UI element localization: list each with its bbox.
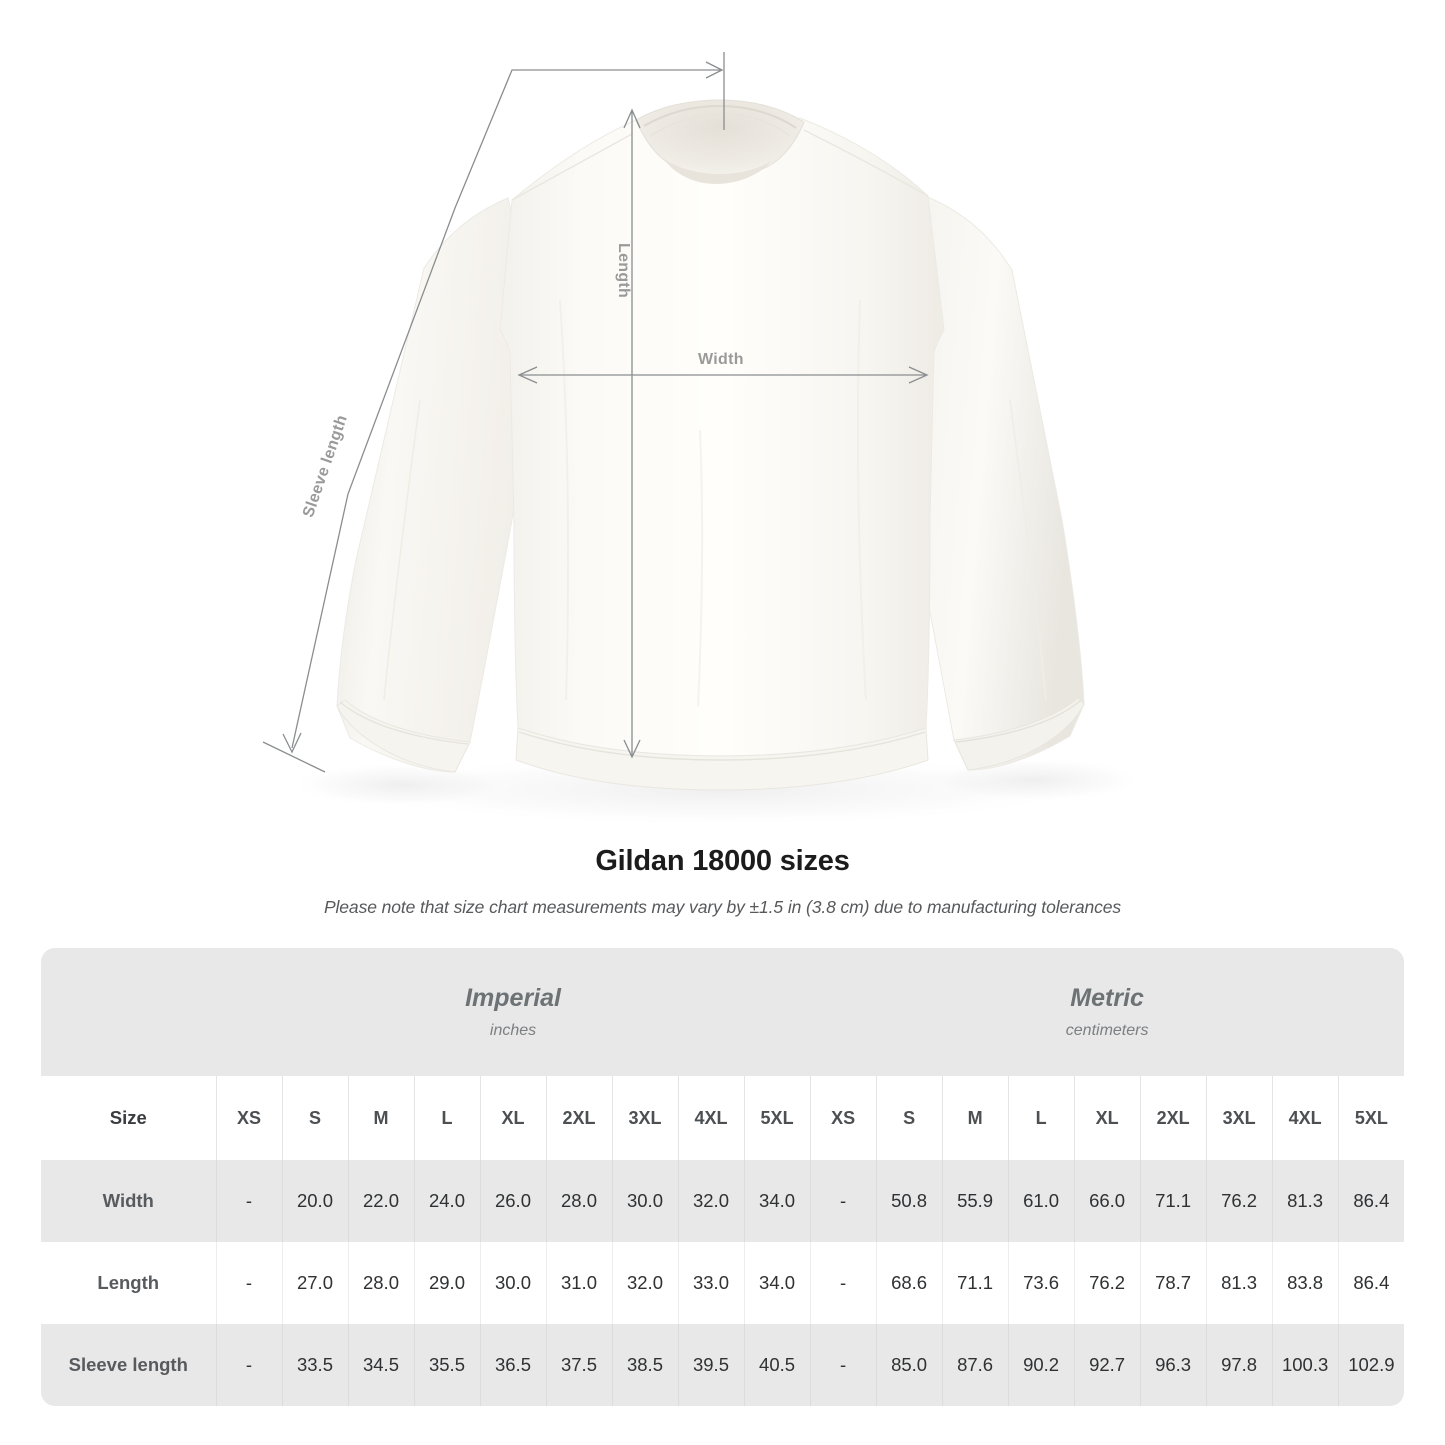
size-header-imperial-2xl: 2XL (545, 1076, 612, 1160)
size-header-imperial-4xl: 4XL (677, 1076, 744, 1160)
cell-length-imperial-xs: - (215, 1242, 282, 1324)
size-header-metric-4xl: 4XL (1271, 1076, 1339, 1160)
cell-sleeve-metric-4xl: 100.3 (1271, 1324, 1339, 1406)
cell-length-metric-3xl: 81.3 (1205, 1242, 1273, 1324)
cell-sleeve-metric-3xl: 97.8 (1205, 1324, 1273, 1406)
cell-sleeve-metric-l: 90.2 (1007, 1324, 1075, 1406)
cell-sleeve-metric-s: 85.0 (875, 1324, 943, 1406)
cell-width-imperial-l: 24.0 (413, 1160, 480, 1242)
size-chart-table-wrap: Imperial inches Metric centimeters Size … (41, 948, 1405, 1406)
cell-width-metric-l: 61.0 (1007, 1160, 1075, 1242)
size-header-metric-xs: XS (809, 1076, 877, 1160)
cell-length-metric-xs: - (809, 1242, 877, 1324)
cell-width-metric-m: 55.9 (941, 1160, 1009, 1242)
cell-width-imperial-m: 22.0 (347, 1160, 414, 1242)
size-chart-table: Imperial inches Metric centimeters Size … (41, 948, 1405, 1406)
size-header-metric-2xl: 2XL (1139, 1076, 1207, 1160)
cell-sleeve-imperial-4xl: 39.5 (677, 1324, 744, 1406)
tolerance-note: Please note that size chart measurements… (323, 897, 1122, 917)
title-block: Gildan 18000 sizes Please note that size… (0, 845, 1445, 918)
unit-metric-sub: centimeters (1065, 1022, 1149, 1040)
cell-width-imperial-4xl: 32.0 (677, 1160, 744, 1242)
size-header-imperial-m: M (347, 1076, 414, 1160)
cell-sleeve-imperial-5xl: 40.5 (743, 1324, 811, 1406)
unit-imperial-sub: inches (489, 1022, 537, 1040)
size-header-metric-m: M (941, 1076, 1009, 1160)
cell-sleeve-metric-xs: - (809, 1324, 877, 1406)
cell-sleeve-metric-m: 87.6 (941, 1324, 1009, 1406)
table-row: Length - 27.0 28.0 29.0 30.0 31.0 32.0 3… (41, 1242, 1405, 1324)
cell-width-imperial-3xl: 30.0 (611, 1160, 678, 1242)
cell-sleeve-metric-2xl: 96.3 (1139, 1324, 1207, 1406)
cell-sleeve-metric-xl: 92.7 (1073, 1324, 1141, 1406)
cell-length-metric-4xl: 83.8 (1271, 1242, 1339, 1324)
cell-sleeve-imperial-l: 35.5 (413, 1324, 480, 1406)
size-header-metric-xl: XL (1073, 1076, 1141, 1160)
unit-imperial-cell: Imperial inches (216, 948, 811, 1076)
cell-width-imperial-xs: - (215, 1160, 282, 1242)
cell-length-imperial-xl: 30.0 (479, 1242, 546, 1324)
cell-width-metric-xl: 66.0 (1073, 1160, 1141, 1242)
size-header-imperial-3xl: 3XL (611, 1076, 678, 1160)
size-header-metric-l: L (1007, 1076, 1075, 1160)
size-header-imperial-l: L (413, 1076, 480, 1160)
cell-sleeve-imperial-xs: - (215, 1324, 282, 1406)
cell-width-imperial-2xl: 28.0 (545, 1160, 612, 1242)
size-header-metric-5xl: 5XL (1337, 1076, 1405, 1160)
cell-length-metric-xl: 76.2 (1073, 1242, 1141, 1324)
garment-diagram: Length Width Sleeve length (262, 52, 1145, 826)
unit-banner-row: Imperial inches Metric centimeters (41, 948, 1405, 1076)
cell-width-metric-5xl: 86.4 (1337, 1160, 1405, 1242)
cell-length-imperial-3xl: 32.0 (611, 1242, 678, 1324)
page-title: Gildan 18000 sizes (595, 845, 850, 877)
cell-sleeve-imperial-m: 34.5 (347, 1324, 414, 1406)
measurement-guides (262, 52, 929, 773)
size-header-row: Size XS S M L XL 2XL 3XL 4XL 5XL XS S M … (41, 1076, 1405, 1160)
cell-length-imperial-l: 29.0 (413, 1242, 480, 1324)
width-dimension-label: Width (698, 351, 744, 368)
cell-length-imperial-4xl: 33.0 (677, 1242, 744, 1324)
size-header-imperial-xl: XL (479, 1076, 546, 1160)
cell-width-imperial-xl: 26.0 (479, 1160, 546, 1242)
cell-sleeve-metric-5xl: 102.9 (1337, 1324, 1405, 1406)
unit-metric-cell: Metric centimeters (810, 948, 1405, 1076)
cell-sleeve-imperial-s: 33.5 (281, 1324, 348, 1406)
row-label-sleeve-length: Sleeve length (41, 1324, 216, 1406)
cell-length-imperial-m: 28.0 (347, 1242, 414, 1324)
cell-length-metric-5xl: 86.4 (1337, 1242, 1405, 1324)
row-label-width: Width (41, 1160, 216, 1242)
cell-length-metric-2xl: 78.7 (1139, 1242, 1207, 1324)
length-dimension-label: Length (615, 243, 632, 299)
cell-length-imperial-5xl: 34.0 (743, 1242, 811, 1324)
cell-sleeve-imperial-2xl: 37.5 (545, 1324, 612, 1406)
unit-banner-spacer (41, 948, 216, 1076)
size-header-imperial-s: S (281, 1076, 348, 1160)
cell-width-metric-2xl: 71.1 (1139, 1160, 1207, 1242)
size-header-metric-3xl: 3XL (1205, 1076, 1273, 1160)
cell-width-imperial-s: 20.0 (281, 1160, 348, 1242)
cell-width-imperial-5xl: 34.0 (743, 1160, 811, 1242)
unit-metric-name: Metric (1070, 984, 1144, 1013)
cell-width-metric-4xl: 81.3 (1271, 1160, 1339, 1242)
size-header-imperial-xs: XS (215, 1076, 282, 1160)
cell-length-metric-m: 71.1 (941, 1242, 1009, 1324)
table-row: Width - 20.0 22.0 24.0 26.0 28.0 30.0 32… (41, 1160, 1405, 1242)
cell-sleeve-imperial-3xl: 38.5 (611, 1324, 678, 1406)
row-label-length: Length (41, 1242, 216, 1324)
cell-length-metric-l: 73.6 (1007, 1242, 1075, 1324)
table-row: Sleeve length - 33.5 34.5 35.5 36.5 37.5… (41, 1324, 1405, 1406)
cell-length-metric-s: 68.6 (875, 1242, 943, 1324)
unit-imperial-name: Imperial (465, 984, 561, 1013)
size-header-label: Size (41, 1076, 216, 1160)
cell-width-metric-xs: - (809, 1160, 877, 1242)
size-header-imperial-5xl: 5XL (743, 1076, 811, 1160)
cell-length-imperial-2xl: 31.0 (545, 1242, 612, 1324)
cell-length-imperial-s: 27.0 (281, 1242, 348, 1324)
size-header-metric-s: S (875, 1076, 943, 1160)
cell-sleeve-imperial-xl: 36.5 (479, 1324, 546, 1406)
cell-width-metric-3xl: 76.2 (1205, 1160, 1273, 1242)
sweatshirt-illustration (262, 52, 1145, 826)
cell-width-metric-s: 50.8 (875, 1160, 943, 1242)
